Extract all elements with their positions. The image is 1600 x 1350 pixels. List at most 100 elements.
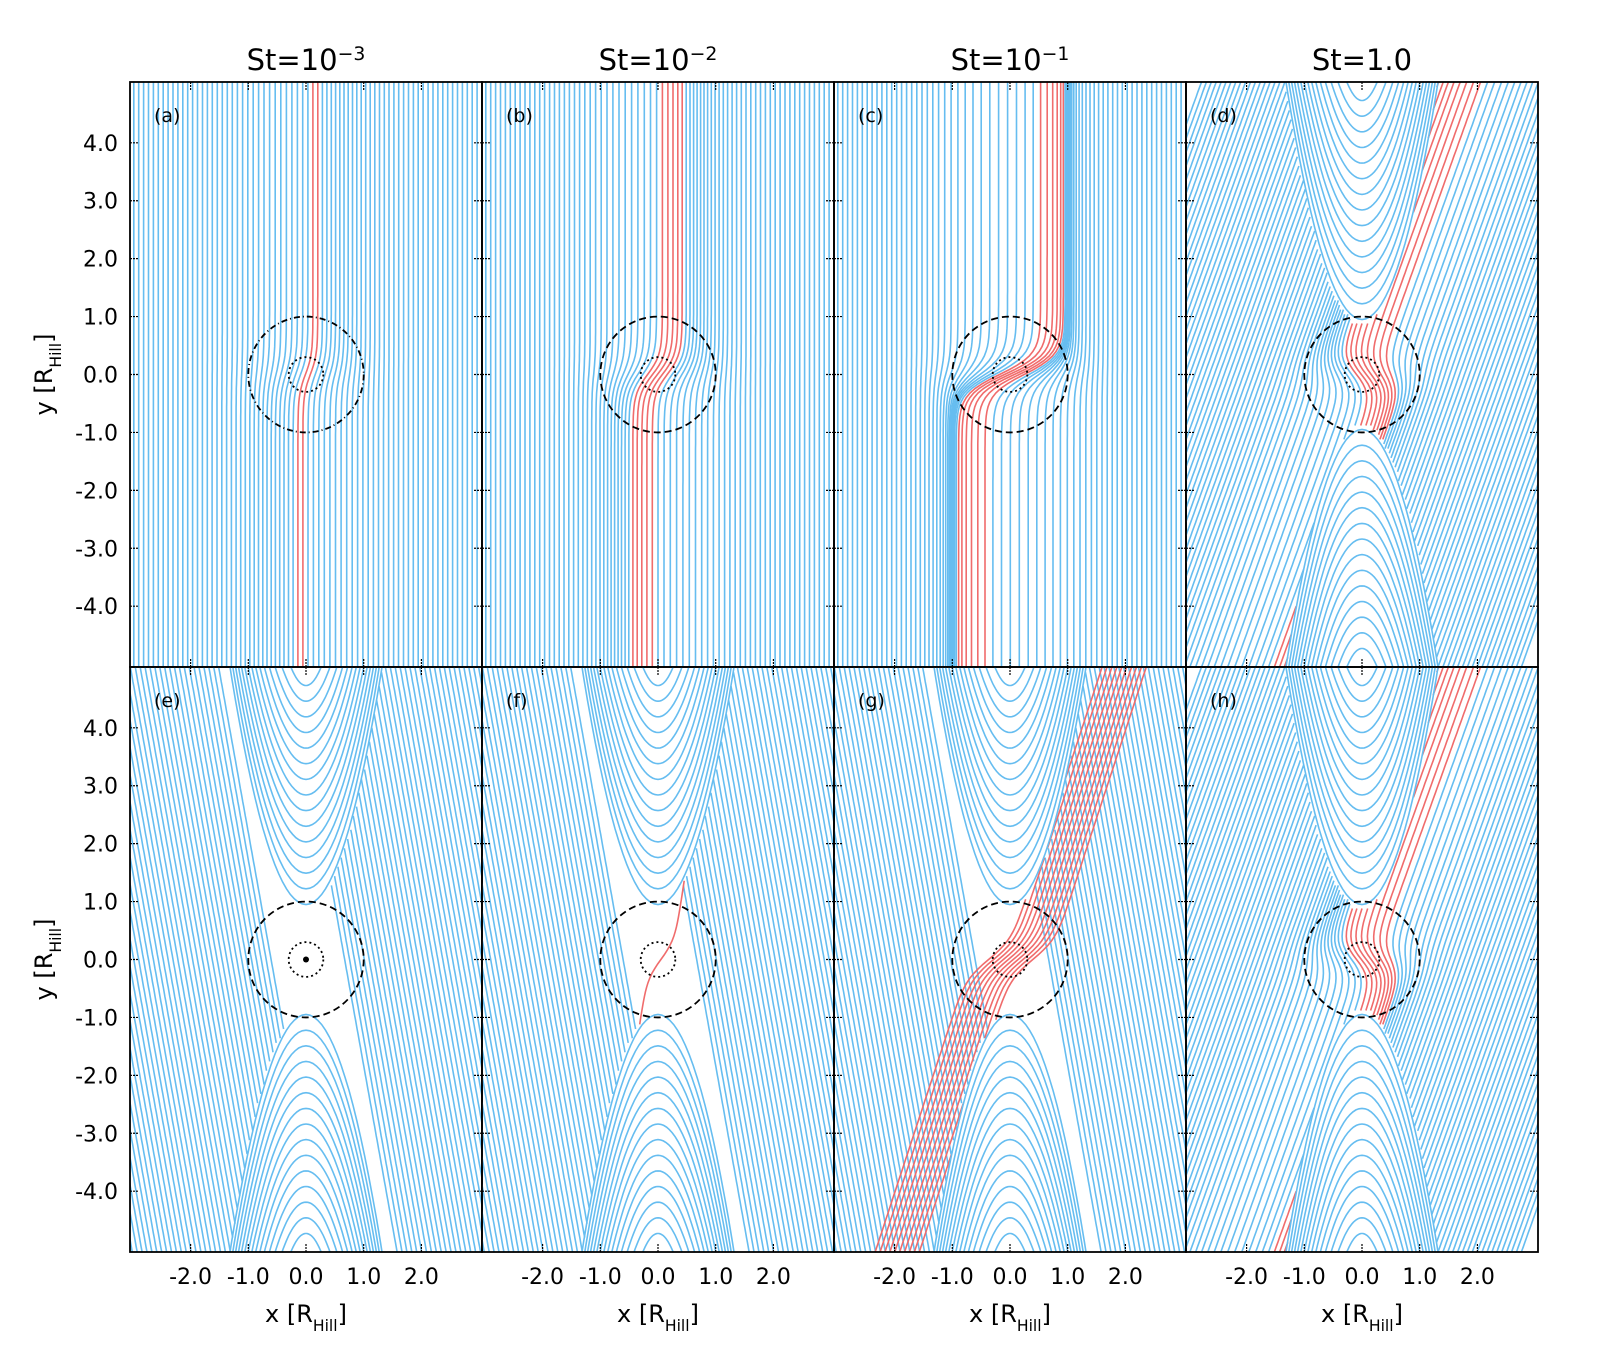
streamline [948, 82, 982, 667]
streamline [1186, 82, 1252, 265]
streamline-loop [1285, 82, 1439, 321]
streamline [1200, 871, 1331, 1252]
streamline [482, 824, 559, 1252]
streamline-loop [1307, 82, 1417, 211]
streamline-loop [1296, 1076, 1428, 1252]
inner-circle [991, 356, 1029, 393]
streamline [862, 667, 952, 1155]
inner-circle [287, 941, 325, 978]
streamline-loop [985, 667, 1035, 703]
x-tick-label: -2.0 [1225, 1265, 1268, 1290]
panel-title-part: −1 [1042, 44, 1070, 65]
streamline [834, 1043, 872, 1252]
streamline [193, 667, 268, 1071]
streamline [834, 715, 931, 1252]
streamline [893, 667, 1123, 1252]
streamline [1442, 984, 1538, 1252]
streamline [1073, 82, 1084, 667]
streamline [1186, 207, 1310, 552]
streamline [545, 667, 620, 1071]
streamline [707, 806, 790, 1252]
streamline [1186, 667, 1281, 932]
streamline-loop [933, 1013, 1087, 1252]
streamline [278, 82, 293, 667]
streamline [682, 82, 702, 667]
streamline [307, 82, 324, 667]
streamline [1476, 1080, 1538, 1252]
x-axis-label-part: Hill [1017, 1317, 1042, 1335]
streamline-loop [1287, 667, 1437, 890]
streamline-loop [596, 667, 720, 828]
streamline [1220, 885, 1337, 1252]
streamline-loop [1293, 82, 1431, 274]
streamline-loop [1307, 667, 1417, 796]
streamline-loop [581, 667, 735, 906]
streamline-loop [626, 1201, 690, 1252]
streamline [1186, 750, 1300, 1069]
streamline-loop [1337, 631, 1387, 667]
streamline [1254, 314, 1350, 667]
streamline [694, 82, 709, 667]
streamline [1213, 880, 1335, 1252]
streamline-loop [251, 667, 361, 796]
streamline [932, 82, 940, 667]
streamline [970, 82, 1058, 667]
streamline [838, 667, 940, 1224]
streamline [669, 82, 695, 667]
streamline [1384, 667, 1496, 1034]
streamline-loop [1324, 82, 1400, 149]
streamline [1101, 82, 1104, 667]
streamline [1421, 248, 1538, 574]
streamline [1427, 303, 1538, 612]
streamline [1247, 894, 1345, 1252]
x-tick-label: 1.0 [1050, 1265, 1085, 1290]
inner-circle [1343, 356, 1381, 393]
streamline-loop [281, 667, 331, 703]
streamline [345, 82, 354, 667]
y-tick-label: 0.0 [83, 364, 118, 389]
streamline-loop [237, 1060, 375, 1252]
streamline [795, 667, 834, 882]
streamline [1186, 267, 1326, 665]
streamline [1034, 885, 1102, 1252]
streamline [834, 1125, 857, 1252]
streamline-loop [615, 667, 701, 749]
streamline [1476, 495, 1538, 667]
streamline [1186, 792, 1310, 1137]
streamline [1360, 667, 1455, 1016]
streamline [586, 82, 591, 667]
streamline [834, 1070, 867, 1252]
hill-circle [599, 900, 717, 1019]
streamline [1047, 848, 1122, 1252]
streamline [1041, 866, 1112, 1252]
streamline [1122, 667, 1186, 1019]
streamline-loop [1337, 667, 1387, 703]
hill-circle [951, 900, 1069, 1019]
inner-circle [639, 941, 677, 978]
streamline-loop [1345, 82, 1379, 102]
streamline [955, 82, 1034, 667]
streamline [356, 82, 362, 667]
streamline [312, 82, 328, 667]
streamline [1108, 667, 1186, 1101]
streamline [595, 82, 602, 667]
streamline [130, 687, 231, 1252]
streamline-loop [641, 1232, 675, 1252]
streamline [1400, 95, 1538, 486]
streamline [965, 82, 1054, 667]
streamline-loop [955, 1123, 1065, 1252]
streamline [1186, 175, 1302, 497]
streamline [834, 687, 935, 1252]
streamline [1372, 667, 1468, 1020]
streamline [1096, 82, 1100, 667]
streamline [1186, 834, 1319, 1207]
streamline [173, 667, 256, 1118]
panel [1186, 667, 1538, 1252]
streamline [346, 838, 423, 1252]
streamline [1267, 903, 1362, 1252]
hill-circle [247, 900, 365, 1019]
x-tick-label: -1.0 [227, 1265, 270, 1290]
panel [133, 82, 482, 667]
panel [485, 82, 834, 667]
streamline [1486, 522, 1538, 667]
